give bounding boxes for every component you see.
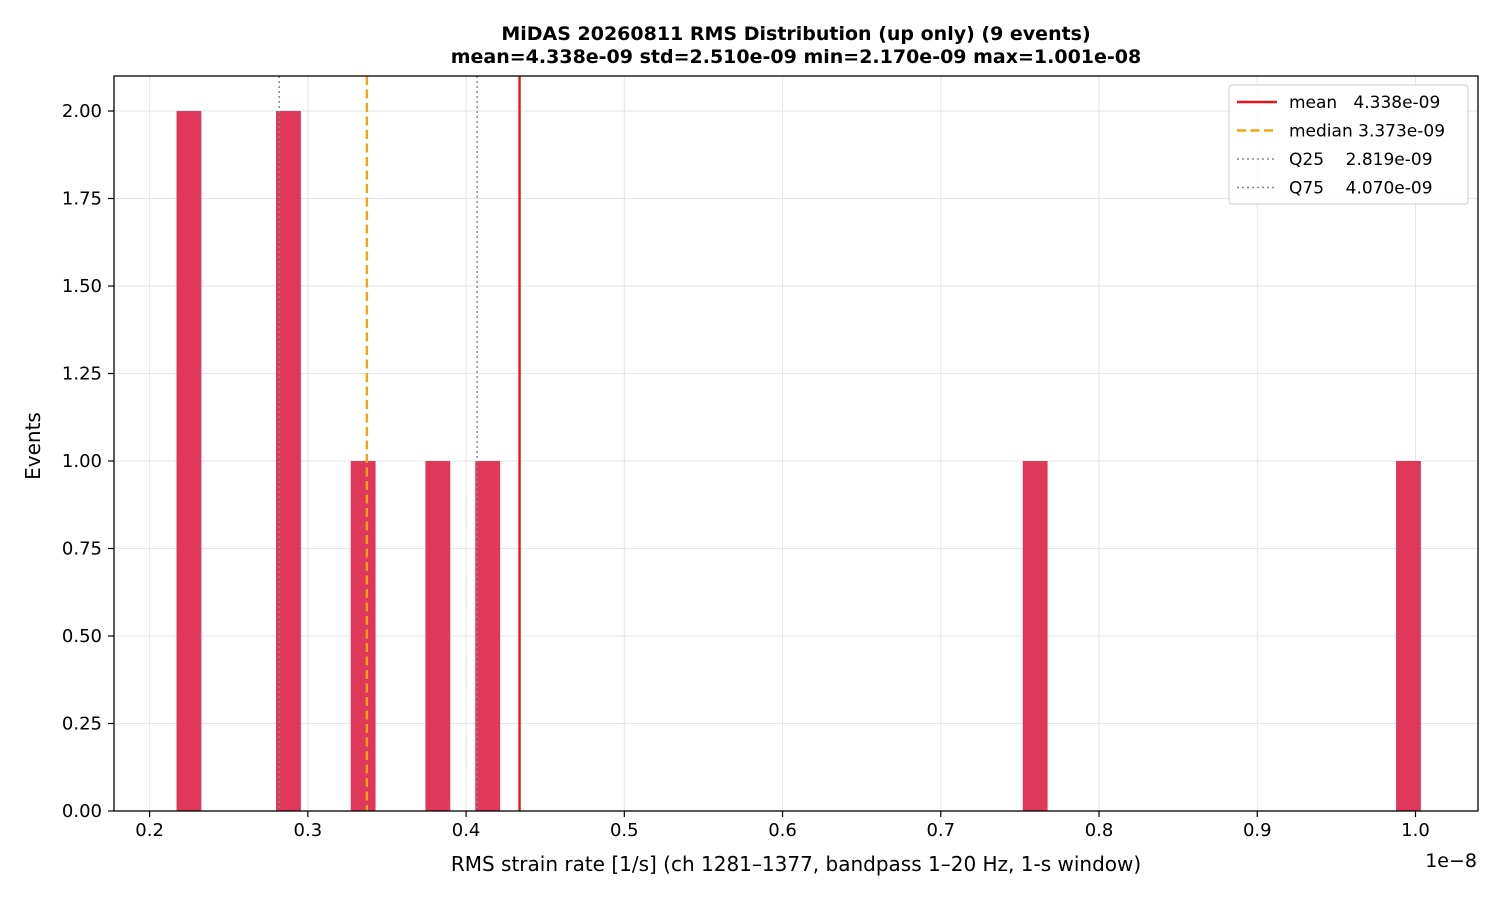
- histogram-bar: [425, 461, 451, 811]
- x-tick-label: 0.2: [135, 820, 164, 841]
- x-tick-label: 1.0: [1401, 820, 1430, 841]
- legend-label-median: median 3.373e-09: [1289, 122, 1445, 142]
- histogram-bar: [276, 111, 301, 811]
- y-tick-label: 1.25: [62, 364, 102, 385]
- x-tick-label: 0.7: [926, 820, 955, 841]
- histogram-bar: [1022, 461, 1048, 811]
- y-tick-label: 0.25: [62, 714, 102, 735]
- y-tick-label: 0.00: [62, 801, 102, 822]
- legend-label-mean: mean 4.338e-09: [1289, 93, 1440, 113]
- chart-title-line2: mean=4.338e-09 std=2.510e-09 min=2.170e-…: [451, 46, 1142, 68]
- reference-lines: [278, 76, 521, 811]
- x-axis-offset-label: 1e−8: [1425, 850, 1477, 872]
- y-tick-label: 1.50: [62, 276, 102, 297]
- y-tick-label: 1.75: [62, 189, 102, 210]
- y-tick-label: 2.00: [62, 101, 102, 122]
- x-axis-ticks: 0.2 0.3 0.4 0.5 0.6 0.7 0.8 0.9 1.0: [135, 811, 1430, 841]
- histogram-bar: [475, 461, 501, 811]
- legend-label-q75: Q75 4.070e-09: [1289, 179, 1433, 199]
- x-tick-label: 0.3: [294, 820, 323, 841]
- x-axis-label: RMS strain rate [1/s] (ch 1281–1377, ban…: [451, 852, 1141, 876]
- histogram-bar: [176, 111, 202, 811]
- x-tick-label: 0.9: [1243, 820, 1272, 841]
- x-tick-label: 0.8: [1085, 820, 1114, 841]
- y-tick-label: 0.75: [62, 539, 102, 560]
- chart-title-line1: MiDAS 20260811 RMS Distribution (up only…: [501, 23, 1090, 45]
- y-axis-label: Events: [21, 412, 45, 480]
- legend-label-q25: Q25 2.819e-09: [1289, 150, 1433, 170]
- histogram-bar: [350, 461, 376, 811]
- histogram-bar: [1396, 461, 1421, 811]
- x-tick-label: 0.6: [768, 820, 797, 841]
- histogram-bars: [176, 111, 1421, 811]
- x-tick-label: 0.4: [452, 820, 481, 841]
- y-axis-ticks: 0.00 0.25 0.50 0.75 1.00 1.25 1.50 1.75 2.00: [62, 101, 114, 822]
- legend: mean 4.338e-09 median 3.373e-09 Q25 2.819e…: [1228, 84, 1469, 205]
- y-tick-label: 0.50: [62, 626, 102, 647]
- plot-frame: [113, 75, 1479, 812]
- x-tick-label: 0.5: [610, 820, 639, 841]
- y-tick-label: 1.00: [62, 451, 102, 472]
- legend-box: [1228, 84, 1469, 205]
